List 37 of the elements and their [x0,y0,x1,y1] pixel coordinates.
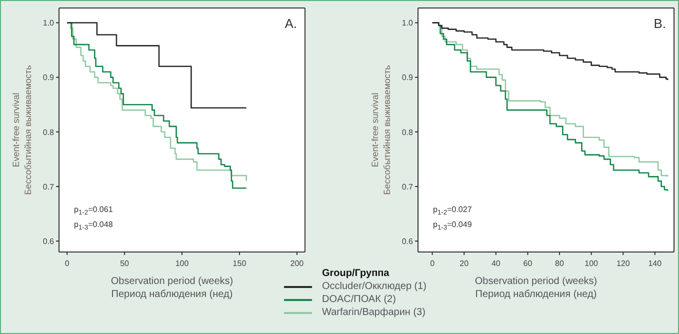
y-tick-label: 0.6 [42,236,55,246]
legend-label: Occluder/Окклюдер (1) [322,281,427,292]
annotation: p$_{1-3}$=0.048 [74,218,113,234]
x-tick-label: 0 [64,259,70,268]
y-tick-label: 0.7 [402,182,414,192]
y-tick-label: 0.9 [402,73,414,82]
x-tick-label: 50 [120,259,130,268]
x-tick-label: 100 [175,259,190,268]
text: B. [654,16,666,31]
legend-label: Warfarin/Варфарин (3) [322,307,426,318]
x-tick-label: 40 [491,259,501,268]
x-tick-label: 80 [555,259,565,268]
x-tick-label: 120 [616,259,630,268]
annotation: p$_{1-2}$=0.061 [74,204,113,219]
x-axis-title: Observation period (weeks) Период наблюдения (нед) [110,275,234,301]
x-tick-label: 200 [290,259,304,268]
y-axis-title: Event-free survival Бессобытийная выживаемость [369,64,393,197]
x-tick-label: 20 [460,259,470,268]
x-tick-label: 140 [648,259,662,268]
y-tick-label: 0.8 [42,128,55,137]
y-tick-label: 1.0 [402,18,414,28]
x-tick-label: 60 [523,259,533,268]
y-axis-title: Event-free survival Бессобытийная выживаемость [10,64,34,197]
y-tick-label: 0.7 [42,182,55,192]
y-tick-label: 1.0 [42,18,55,28]
x-tick-label: 0 [430,259,436,268]
x-tick-label: 150 [232,259,247,268]
x-tick-label: 100 [584,259,599,268]
annotation: p$_{1-3}$=0.049 [433,218,472,234]
y-tick-label: 0.8 [402,128,414,137]
legend-label: DOAC/ПОАК (2) [322,294,396,305]
x-axis-title: Observation period (weeks) Период наблюдения (нед) [474,276,598,300]
y-tick-label: 0.6 [402,236,414,246]
annotation: p$_{1-2}$=0.027 [433,204,472,219]
legend-title: Group/Группа [322,267,390,280]
text: A. [284,16,297,31]
y-tick-label: 0.9 [42,73,55,82]
